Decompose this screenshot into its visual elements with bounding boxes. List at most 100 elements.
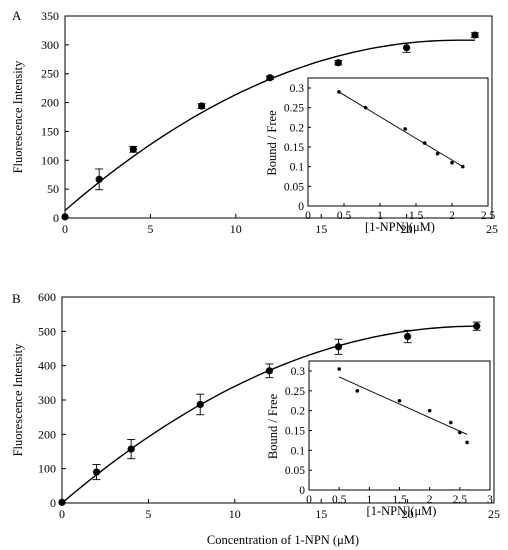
panel-b-data-point — [334, 343, 343, 351]
panel-b-ytick-label: 100 — [38, 462, 56, 476]
panel-b-inset-xtick-label: 1.5 — [392, 494, 407, 506]
panel-b-inset-xtick-label: 0 — [306, 494, 312, 506]
panel-a-fit-curve — [64, 39, 475, 212]
panel-b-xtick-label: 10 — [229, 507, 241, 521]
panel-a-inset-xtick-label: 1.5 — [409, 210, 424, 222]
panel-b-inset-ytick-label: 0 — [299, 485, 305, 497]
panel-b-ytick-label: 400 — [38, 359, 56, 373]
panel-a-ytick-label: 350 — [41, 9, 59, 23]
panel-b-inset-fit-line — [338, 376, 468, 435]
panel-a-inset-ytick-label: 0.2 — [290, 122, 305, 134]
panel-a-inset-ylabel: Bound / Free — [265, 110, 279, 176]
panel-b-inset-data-point — [337, 367, 341, 371]
panel-b-inset-xtick-label: 2 — [427, 494, 433, 506]
panel-b-inset-data-point — [355, 389, 360, 393]
panel-b-inset-frame — [308, 360, 491, 491]
panel-a-inset-xlabel: [1-NPN](μM) — [365, 220, 435, 234]
panel-b-ytick-label: 0 — [50, 496, 56, 510]
panel-b-xtick-label: 15 — [315, 507, 327, 521]
panel-b-inset-ytick-label: 0.25 — [285, 386, 305, 398]
panel-a-data-point — [129, 145, 137, 153]
panel-b-inset-data-point — [458, 430, 462, 435]
panel-a-xtick-label: 5 — [147, 222, 153, 236]
panel-a-xtick-label: 15 — [315, 222, 327, 236]
panel-b-inset-xlabel: [1-NPN](μM) — [367, 504, 437, 518]
panel-b-xtick-label: 5 — [145, 507, 151, 521]
panel-a-data-point — [198, 102, 206, 110]
panel-a-inset-xtick-label: 1 — [377, 210, 383, 222]
panel-a-ylabel: Fluorescence Intensity — [11, 60, 25, 174]
panel-a-inset-data-point — [337, 90, 341, 94]
panel-a-ytick-label: 100 — [41, 153, 59, 167]
panel-a-inset-xtick-label: 0 — [305, 210, 311, 222]
panel-b-data-point — [196, 400, 204, 409]
panel-a-ytick-label: 200 — [41, 96, 59, 110]
panel-b-inset-data-point — [448, 420, 453, 425]
panel-a-inset-ytick-label: 0.1 — [290, 162, 305, 174]
panel-a-plot-frame — [64, 15, 493, 219]
panel-b-xtick-label: 20 — [402, 507, 414, 521]
panel-a-inset-xtick-label: 0.5 — [337, 210, 352, 222]
panel-b-label: B — [12, 291, 21, 306]
panel-b-inset-ytick-label: 0.2 — [291, 406, 306, 418]
panel-a-ytick-label: 0 — [53, 211, 59, 225]
panel-b-inset-xtick-label: 1 — [366, 494, 372, 506]
panel-b-inset-data-point — [465, 440, 469, 445]
panel-b-ytick-label: 500 — [38, 324, 56, 338]
panel-a-inset-data-point — [461, 164, 465, 169]
panel-a-inset-data-point — [435, 151, 440, 156]
panel-a-inset-ytick-label: 0.3 — [290, 83, 305, 95]
panel-a-xtick-label: 20 — [401, 222, 413, 236]
panel-a-xtick-label: 0 — [62, 222, 68, 236]
panel-b-data-point — [58, 498, 66, 506]
panel-b-inset-ytick-label: 0.1 — [291, 445, 306, 457]
panel-a-inset-frame — [307, 77, 489, 207]
panel-a-data-point — [334, 59, 342, 67]
panel-b-ytick-label: 300 — [38, 393, 56, 407]
panel-b-data-point — [265, 367, 273, 375]
panel-b-data-point — [473, 322, 481, 330]
panel-b-inset-ytick-label: 0.05 — [285, 465, 305, 477]
panel-b-ytick-label: 600 — [38, 290, 56, 304]
panel-b-data-point — [404, 332, 412, 341]
panel-a-inset-data-point — [363, 105, 368, 110]
panel-a-data-point — [95, 175, 103, 183]
panel-a-inset-data-point — [450, 160, 454, 165]
panel-a-inset-ytick-label: 0 — [298, 201, 304, 213]
panel-a-inset-ytick-label: 0.05 — [284, 181, 304, 193]
panel-b-inset-xtick-label: 0.5 — [332, 494, 347, 506]
panel-b-xtick-label: 0 — [59, 507, 65, 521]
panel-b-data-point — [127, 445, 135, 453]
panel-a-inset-xtick-label: 2 — [449, 210, 455, 222]
panel-a-xtick-label: 10 — [230, 222, 242, 236]
panel-b-xtick-label: 25 — [488, 507, 500, 521]
panel-b-ylabel: Fluorescence Intensity — [11, 343, 25, 457]
panel-b-inset-ytick-label: 0.3 — [291, 366, 306, 378]
panel-a-inset-data-point — [403, 127, 408, 131]
panel-a-ytick-label: 300 — [41, 38, 59, 52]
panel-a-inset-ytick-label: 0.25 — [284, 103, 304, 115]
panel-a-inset-ytick-label: 0.15 — [284, 142, 304, 154]
panel-b-inset-ylabel: Bound / Free — [266, 393, 280, 459]
panel-b: B Fluorescence Intensity Concentration o… — [11, 290, 500, 547]
panel-b-inset-data-point — [397, 398, 402, 403]
panel-a-ytick-label: 250 — [41, 67, 59, 81]
panel-a-inset-fit-line — [338, 91, 464, 168]
panel-a-data-point — [471, 31, 479, 39]
panel-b-inset-xtick-label: 3 — [487, 494, 493, 506]
panel-a-inset-data-point — [422, 141, 427, 145]
panel-b-inset-ytick-label: 0.15 — [285, 426, 305, 438]
panel-a: A Fluorescence Intensity 0 5 10 15 20 2505010… — [11, 8, 498, 236]
panel-a-data-point — [403, 44, 411, 52]
panel-a-ytick-label: 150 — [41, 124, 59, 138]
panel-b-inset-xtick-label: 2.5 — [453, 494, 468, 506]
panel-a-label: A — [12, 8, 22, 23]
panel-a-xtick-label: 25 — [486, 222, 498, 236]
panel-b-inset-data-point — [427, 408, 432, 413]
panel-a-inset-xtick-label: 2.5 — [481, 210, 496, 222]
panel-b-xlabel: Concentration of 1-NPN (μM) — [207, 533, 359, 547]
panel-a-ytick-label: 50 — [47, 182, 59, 196]
panel-b-data-point — [92, 468, 101, 476]
panel-a-data-point — [61, 213, 69, 221]
